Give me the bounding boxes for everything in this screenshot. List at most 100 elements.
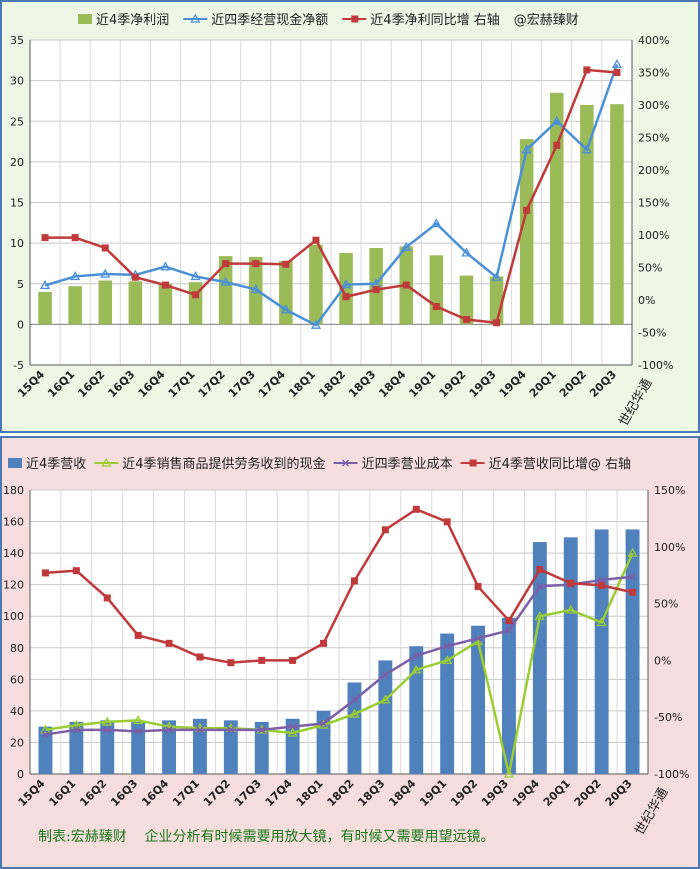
point-marker	[380, 694, 391, 704]
point-marker	[596, 617, 607, 627]
legend-swatch	[8, 458, 22, 468]
x-tick-label: 18Q1	[286, 368, 318, 400]
y-tick-label: 80	[10, 642, 24, 655]
x-tick-label: 17Q3	[226, 368, 258, 400]
y-tick-label: 20	[10, 736, 24, 749]
y2-tick-label: -50%	[638, 327, 666, 340]
bar	[501, 617, 516, 774]
point-marker	[611, 59, 623, 69]
y2-tick-label: -50%	[654, 711, 682, 724]
y-tick-label: 5	[17, 278, 24, 291]
point-marker	[280, 304, 291, 314]
point-marker	[71, 719, 82, 729]
legend-swatch	[78, 14, 92, 24]
bar	[69, 721, 84, 774]
y-tick-label: 40	[10, 705, 24, 718]
point-marker	[443, 642, 451, 650]
series-line	[45, 552, 634, 775]
x-tick-label: 16Q1	[46, 777, 78, 809]
legend-marker	[101, 457, 112, 467]
point-marker	[443, 518, 451, 526]
bar	[100, 720, 115, 774]
point-marker	[340, 279, 352, 289]
series-line	[45, 68, 618, 325]
point-marker	[227, 726, 235, 734]
y2-tick-label: 0%	[638, 294, 655, 307]
point-marker	[372, 286, 380, 294]
x-tick-label: 17Q2	[201, 777, 233, 809]
bar	[532, 542, 547, 774]
point-marker	[534, 610, 545, 620]
y-tick-label: 180	[3, 484, 24, 497]
point-marker	[493, 319, 501, 327]
point-marker	[70, 271, 81, 281]
y2-tick-label: 250%	[638, 132, 669, 145]
y2-tick-label: 0%	[654, 654, 671, 667]
point-marker	[41, 569, 49, 577]
point-marker	[134, 727, 142, 735]
y-tick-label: 140	[3, 547, 24, 560]
point-marker	[320, 719, 328, 728]
x-tick-label: 19Q2	[437, 368, 469, 400]
legend-label: 近4季净利同比增 右轴	[370, 13, 499, 28]
point-marker	[536, 582, 544, 590]
point-marker	[523, 206, 531, 214]
point-marker	[282, 260, 290, 268]
point-marker	[41, 234, 49, 242]
y2-tick-label: 350%	[638, 67, 669, 80]
x-tick-label: 18Q2	[325, 777, 357, 809]
x-tick-label: 16Q3	[105, 368, 137, 400]
x-tick-label: 16Q2	[77, 777, 109, 809]
y2-tick-label: 100%	[638, 229, 669, 242]
legend-label: 近4季净利润	[96, 13, 169, 28]
x-tick-label: 18Q3	[355, 777, 387, 809]
x-tick-label: 17Q2	[196, 368, 228, 400]
revenue-chart: 0 20 40 60 80 100 120 140 160 180 -100% -50% 0% 50% 10…	[3, 456, 689, 838]
point-marker	[289, 723, 297, 731]
x-tick-label: 17Q1	[170, 777, 202, 809]
x-tick-label: 18Q4	[386, 777, 418, 809]
x-tick-label: 16Q3	[108, 777, 140, 809]
bar	[162, 720, 177, 774]
bar	[309, 244, 323, 325]
point-marker	[505, 617, 513, 625]
bar	[440, 633, 455, 774]
y2-tick-label: 200%	[638, 164, 669, 177]
point-marker	[165, 726, 173, 734]
x-tick-label: 20Q1	[541, 777, 573, 809]
point-marker	[310, 319, 322, 329]
x-tick-label: 18Q2	[316, 368, 348, 400]
legend-label: @宏赫臻财	[514, 13, 579, 28]
point-marker	[71, 234, 79, 242]
point-marker	[342, 293, 350, 301]
point-marker	[350, 696, 358, 704]
point-marker	[196, 726, 204, 734]
point-marker	[412, 505, 420, 513]
y-tick-label: -5	[13, 359, 24, 372]
x-tick-label: 19Q1	[406, 368, 438, 400]
y-tick-label: 20	[10, 156, 24, 169]
y-tick-label: 15	[10, 197, 24, 210]
point-marker	[103, 726, 111, 734]
series-line	[44, 63, 619, 327]
bar	[409, 646, 424, 774]
y2-tick-label: 150%	[638, 197, 669, 210]
point-marker	[598, 581, 606, 589]
point-marker	[442, 655, 453, 665]
point-marker	[133, 715, 144, 725]
legend-marker	[469, 459, 477, 467]
point-marker	[627, 547, 638, 557]
y-tick-label: 100	[3, 610, 24, 623]
legend-marker	[342, 459, 350, 467]
x-tick-label: 17Q1	[166, 368, 198, 400]
x-tick-label: 19Q4	[497, 368, 529, 400]
bar	[128, 281, 143, 325]
point-marker	[474, 634, 482, 642]
bar	[471, 625, 486, 774]
point-marker	[252, 260, 260, 268]
point-marker	[102, 716, 113, 726]
point-marker	[402, 281, 410, 289]
point-marker	[101, 244, 109, 252]
point-marker	[320, 639, 328, 647]
series-line	[45, 507, 633, 664]
